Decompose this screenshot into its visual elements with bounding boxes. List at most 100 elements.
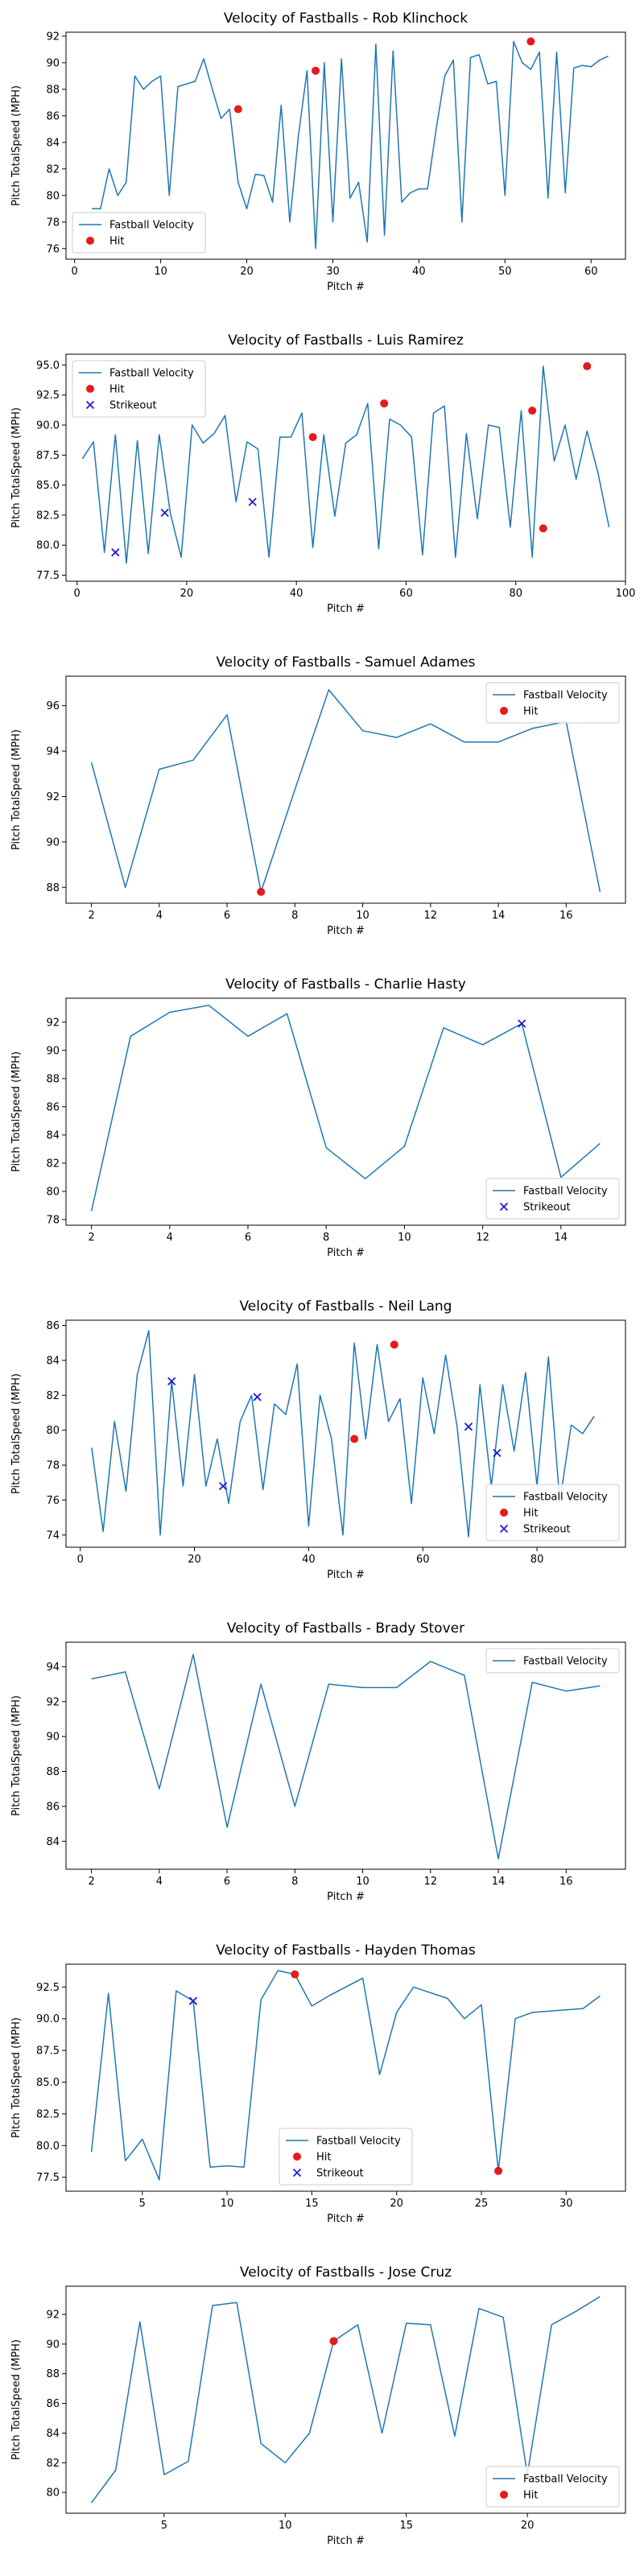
x-tick-label: 6 xyxy=(224,910,230,922)
legend-box xyxy=(72,212,206,254)
y-tick-label: 82.5 xyxy=(36,2108,60,2120)
y-tick-label: 78 xyxy=(46,1460,60,1472)
y-axis-label: Pitch TotalSpeed (MPH) xyxy=(10,407,23,528)
y-tick-label: 76 xyxy=(46,243,60,255)
chart-4: Velocity of Fastballs - Charlie Hasty Pit… xyxy=(10,976,626,1259)
strikeout-stroke xyxy=(518,1019,526,1028)
y-tick-label: 94 xyxy=(46,1662,60,1674)
x-tick-label: 20 xyxy=(188,1554,201,1566)
series-line xyxy=(91,1330,595,1538)
y-tick-label: 88 xyxy=(46,2368,60,2380)
y-axis-label: Pitch TotalSpeed (MPH) xyxy=(10,1051,23,1172)
x-tick-label: 20 xyxy=(180,588,194,600)
y-axis-label: Pitch TotalSpeed (MPH) xyxy=(10,85,23,206)
legend-label: Fastball Velocity xyxy=(523,1186,608,1198)
y-tick-label: 92.5 xyxy=(36,1982,60,1994)
x-tick-label: 20 xyxy=(240,266,254,278)
y-axis-label: Pitch TotalSpeed (MPH) xyxy=(10,1695,23,1816)
strikeout-point xyxy=(253,1393,262,1402)
x-tick-label: 14 xyxy=(555,1232,568,1244)
legend: Fastball Velocity Hit xyxy=(72,212,206,254)
strikeout-stroke xyxy=(493,1448,502,1457)
chart-title: Velocity of Fastballs - Jose Cruz xyxy=(240,2264,452,2281)
x-tick-label: 10 xyxy=(221,2198,234,2210)
y-tick-label: 86 xyxy=(46,2398,60,2410)
y-tick-label: 80.0 xyxy=(36,540,60,552)
y-tick-label: 80 xyxy=(46,190,60,202)
strikeout-point xyxy=(248,497,257,506)
x-tick-label: 20 xyxy=(390,2198,403,2210)
strikeout-stroke xyxy=(253,1393,262,1402)
y-tick-label: 88 xyxy=(46,1766,60,1778)
chart-title: Velocity of Fastballs - Brady Stover xyxy=(227,1620,464,1637)
strikeout-stroke xyxy=(167,1377,176,1386)
y-tick-label: 80 xyxy=(46,1186,60,1198)
y-tick-label: 92 xyxy=(46,791,60,803)
y-tick-label: 86 xyxy=(46,1801,60,1813)
x-tick-label: 60 xyxy=(584,266,598,278)
x-tick-label: 40 xyxy=(302,1554,316,1566)
legend-label: Fastball Velocity xyxy=(523,2474,608,2486)
y-tick-label: 86 xyxy=(46,1320,60,1332)
y-tick-label: 86 xyxy=(46,110,60,122)
x-axis-label: Pitch # xyxy=(327,1569,365,1581)
strikeout-point xyxy=(518,1019,526,1028)
y-tick-label: 86 xyxy=(46,1101,60,1113)
strikeout-point xyxy=(464,1422,473,1431)
strikeout-stroke xyxy=(499,1202,509,1212)
chart-6: Velocity of Fastballs - Brady Stover Pitc… xyxy=(10,1620,626,1903)
strikeout-point xyxy=(493,1448,502,1457)
legend-strikeout-swatch xyxy=(292,2168,302,2178)
legend-hit-swatch xyxy=(86,237,94,245)
y-axis-label: Pitch TotalSpeed (MPH) xyxy=(10,2017,23,2138)
legend-label: Fastball Velocity xyxy=(523,1656,608,1668)
x-axis-label: Pitch # xyxy=(327,603,365,615)
y-tick-label: 87.5 xyxy=(36,450,60,462)
x-tick-label: 40 xyxy=(412,266,426,278)
legend-label: Strikeout xyxy=(523,1524,571,1536)
y-tick-label: 90 xyxy=(46,57,60,69)
y-tick-label: 88 xyxy=(46,1073,60,1085)
legend-box xyxy=(485,682,620,724)
x-tick-label: 10 xyxy=(154,266,167,278)
strikeout-stroke xyxy=(85,400,95,410)
x-axis-label: Pitch # xyxy=(327,925,365,937)
x-axis-label: Pitch # xyxy=(327,2213,365,2225)
plot-frame xyxy=(65,1963,626,2192)
plot-frame xyxy=(65,2285,626,2514)
legend-box xyxy=(279,2128,413,2186)
x-tick-label: 60 xyxy=(399,588,413,600)
hit-point xyxy=(257,887,266,896)
y-tick-label: 92 xyxy=(46,1017,60,1029)
legend-box xyxy=(485,1178,620,1220)
y-tick-label: 88 xyxy=(46,882,60,894)
x-tick-label: 4 xyxy=(167,1232,173,1244)
y-tick-label: 90 xyxy=(46,1045,60,1057)
x-tick-label: 40 xyxy=(290,588,303,600)
x-tick-label: 100 xyxy=(616,588,636,600)
legend-box xyxy=(485,1484,620,1542)
hit-point xyxy=(291,1970,299,1979)
plot-frame xyxy=(65,1319,626,1548)
series-line xyxy=(81,365,610,564)
strikeout-stroke xyxy=(464,1422,473,1431)
x-tick-label: 80 xyxy=(530,1554,544,1566)
plot-frame xyxy=(65,1641,626,1870)
y-tick-label: 78 xyxy=(46,1214,60,1226)
x-tick-label: 14 xyxy=(492,910,506,922)
strikeout-stroke xyxy=(292,2168,302,2178)
hit-point xyxy=(583,361,592,370)
legend: Fastball Velocity Strikeout xyxy=(485,1178,620,1220)
y-tick-label: 82 xyxy=(46,163,60,175)
strikeout-point xyxy=(188,1996,198,2005)
chart-title: Velocity of Fastballs - Rob Klinchock xyxy=(224,10,468,27)
legend-strikeout-swatch xyxy=(499,1524,509,1534)
x-tick-label: 80 xyxy=(509,588,522,600)
hit-point xyxy=(308,432,317,441)
chart-8: Velocity of Fastballs - Jose Cruz Pitch #… xyxy=(10,2264,626,2547)
y-tick-label: 92 xyxy=(46,1696,60,1708)
chart-7: Velocity of Fastballs - Hayden Thomas Pit… xyxy=(10,1942,626,2225)
x-tick-label: 50 xyxy=(498,266,512,278)
x-axis-label: Pitch # xyxy=(327,1891,365,1903)
legend: Fastball Velocity Hit Strikeout xyxy=(485,1484,620,1542)
